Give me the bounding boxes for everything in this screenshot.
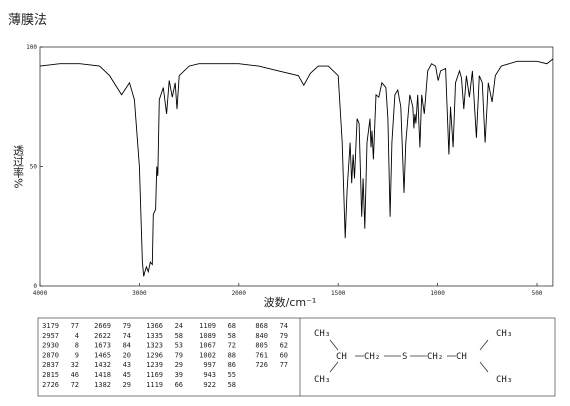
peak-transmittance: 45 (123, 371, 131, 379)
peak-wavenumber: 1119 (146, 381, 163, 389)
structure-bonds (329, 339, 489, 373)
peak-wavenumber: 2815 (42, 371, 59, 379)
y-tick-label: 0 (33, 283, 37, 290)
peak-wavenumber: 1673 (94, 342, 111, 350)
structure-label: CH (456, 352, 467, 362)
peak-wavenumber: 1382 (94, 381, 111, 389)
peak-transmittance: 46 (71, 371, 79, 379)
x-tick-label: 2000 (232, 290, 247, 297)
peak-wavenumber: 997 (203, 361, 216, 369)
structure-label: CH₃ (496, 375, 512, 385)
peak-wavenumber: 761 (255, 351, 268, 359)
spectrum-line (39, 58, 554, 277)
peak-wavenumber: 1067 (199, 342, 216, 350)
x-tick-label: 1000 (430, 290, 445, 297)
peak-transmittance: 29 (175, 361, 183, 369)
peak-transmittance: 88 (228, 351, 236, 359)
peak-wavenumber: 2870 (42, 351, 59, 359)
peak-wavenumber: 1169 (146, 371, 163, 379)
plot-frame (39, 46, 554, 287)
peak-wavenumber: 868 (255, 322, 268, 330)
peak-transmittance: 43 (123, 361, 131, 369)
peak-transmittance: 9 (75, 351, 79, 359)
peak-transmittance: 39 (175, 371, 183, 379)
peak-transmittance: 58 (228, 332, 236, 340)
structure-label: S (402, 352, 407, 362)
structure-label: CH₃ (314, 375, 330, 385)
peak-wavenumber: 2957 (42, 332, 59, 340)
x-tick-label: 3000 (132, 290, 147, 297)
peak-wavenumber: 943 (203, 371, 216, 379)
peak-transmittance: 79 (280, 332, 288, 340)
peak-transmittance: 72 (228, 342, 236, 350)
peak-wavenumber: 2930 (42, 342, 59, 350)
peak-transmittance: 68 (228, 322, 236, 330)
peak-wavenumber: 840 (255, 332, 268, 340)
peak-transmittance: 62 (280, 342, 288, 350)
peak-transmittance: 86 (228, 361, 236, 369)
peak-wavenumber: 1323 (146, 342, 163, 350)
peak-transmittance: 55 (228, 371, 236, 379)
peak-wavenumber: 2622 (94, 332, 111, 340)
x-tick-label: 500 (532, 290, 543, 297)
peak-wavenumber: 1089 (199, 332, 216, 340)
peak-wavenumber: 1418 (94, 371, 111, 379)
peak-transmittance: 84 (123, 342, 131, 350)
y-tick-label: 100 (26, 44, 37, 51)
peak-transmittance: 66 (175, 381, 183, 389)
structure-label: CH₃ (314, 329, 330, 339)
peak-transmittance: 32 (71, 361, 79, 369)
peak-transmittance: 29 (123, 381, 131, 389)
peak-transmittance: 77 (280, 361, 288, 369)
peak-wavenumber: 1432 (94, 361, 111, 369)
structure-label: CH₂ (364, 352, 380, 362)
peak-wavenumber: 1366 (146, 322, 163, 330)
peak-transmittance: 79 (175, 351, 183, 359)
peak-transmittance: 20 (123, 351, 131, 359)
table-frame (37, 317, 556, 397)
peak-wavenumber: 1239 (146, 361, 163, 369)
peak-transmittance: 60 (280, 351, 288, 359)
peak-wavenumber: 1296 (146, 351, 163, 359)
y-axis-label: 透过率% (12, 145, 25, 189)
structure-label: CH₃ (496, 329, 512, 339)
peak-wavenumber: 805 (255, 342, 268, 350)
x-tick-label: 4000 (33, 290, 48, 297)
peak-wavenumber: 3179 (42, 322, 59, 330)
peak-wavenumber: 2726 (42, 381, 59, 389)
peak-transmittance: 74 (280, 322, 288, 330)
y-tick-label: 50 (30, 164, 38, 171)
peak-wavenumber: 726 (255, 361, 268, 369)
peak-wavenumber: 2669 (94, 322, 111, 330)
peak-wavenumber: 2837 (42, 361, 59, 369)
peak-transmittance: 79 (123, 322, 131, 330)
peak-transmittance: 24 (175, 322, 183, 330)
peak-wavenumber: 1109 (199, 322, 216, 330)
x-tick-label: 1500 (331, 290, 346, 297)
peak-transmittance: 72 (71, 381, 79, 389)
peak-transmittance: 4 (75, 332, 79, 340)
peak-transmittance: 53 (175, 342, 183, 350)
peak-transmittance: 74 (123, 332, 131, 340)
title: 薄膜法 (8, 13, 47, 28)
peak-transmittance: 8 (75, 342, 79, 350)
peak-transmittance: 58 (175, 332, 183, 340)
peak-transmittance: 77 (71, 322, 79, 330)
x-axis-label: 波数/cm⁻¹ (264, 296, 317, 309)
peak-wavenumber: 1002 (199, 351, 216, 359)
peak-wavenumber: 922 (203, 381, 216, 389)
structure-label: CH (336, 352, 347, 362)
peak-wavenumber: 1335 (146, 332, 163, 340)
structure-label: CH₂ (427, 352, 443, 362)
peak-transmittance: 58 (228, 381, 236, 389)
peak-wavenumber: 1465 (94, 351, 111, 359)
